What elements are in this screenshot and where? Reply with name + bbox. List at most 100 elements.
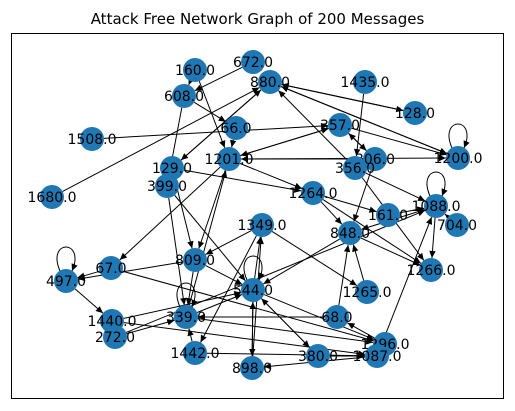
edge-arrowhead: [194, 84, 203, 91]
edge-n1296-n68: [347, 322, 375, 339]
node-n66: 66.0: [220, 116, 252, 140]
node-circle: [174, 305, 198, 329]
node-label: 67.0: [95, 261, 126, 277]
node-label: 272.0: [95, 330, 135, 346]
node-circle: [424, 194, 448, 218]
edge-arrowhead: [205, 248, 214, 255]
node-circle: [183, 341, 207, 365]
edge-line: [194, 66, 243, 92]
edge-line: [380, 216, 433, 346]
edge-n68-n339: [198, 313, 325, 321]
node-circle: [446, 146, 470, 170]
node-label: 1264.0: [289, 186, 338, 202]
self-loop-path: [426, 171, 446, 197]
node-label: 1265.0: [343, 285, 392, 301]
node-label: 129.0: [152, 161, 192, 177]
self-loop-arrowhead: [441, 188, 448, 196]
node-label: 1200.0: [434, 151, 483, 167]
node-circle: [183, 248, 207, 272]
edge-line: [198, 170, 226, 249]
self-loop-arrowhead: [71, 263, 78, 271]
node-circle: [80, 127, 104, 151]
edge-arrowhead: [198, 240, 205, 249]
node-n160: 160.0: [175, 58, 215, 82]
edge-arrowhead: [187, 240, 194, 249]
node-label: 1508.0: [68, 132, 117, 148]
node-n1442: 1442.0: [171, 341, 220, 365]
node-n1508: 1508.0: [68, 127, 117, 151]
edge-n848-n1266: [360, 237, 421, 266]
edge-line: [103, 125, 329, 139]
node-n357: 357.0: [320, 113, 360, 137]
edge-n809-n339: [185, 271, 194, 306]
edge-line: [322, 199, 422, 264]
edge-arrowhead: [320, 122, 329, 130]
edge-arrowhead: [187, 328, 194, 337]
node-label: 1349.0: [238, 218, 287, 234]
edge-line: [119, 166, 221, 261]
edge-arrowhead: [417, 252, 424, 261]
node-circle: [258, 70, 282, 94]
edge-arrowhead: [218, 115, 226, 122]
edge-line: [280, 86, 448, 154]
edge-line: [126, 319, 175, 335]
edge-arrowhead: [354, 148, 361, 157]
edge-n1349-n1442: [200, 235, 257, 343]
edge-n898-n544: [249, 301, 256, 357]
node-circle: [241, 278, 265, 302]
node-label: 357.0: [320, 118, 360, 134]
edge-arrowhead: [256, 236, 263, 245]
edge-arrowhead: [343, 244, 351, 253]
edge-arrowhead: [234, 278, 243, 285]
node-label: 1201.0: [205, 152, 254, 168]
edge-n1201-n67: [119, 166, 221, 261]
node-n68: 68.0: [321, 305, 353, 329]
self-loop-arrowhead: [463, 140, 470, 148]
node-n497: 497.0: [46, 269, 86, 293]
node-label: 880.0: [250, 75, 290, 91]
node-label: 898.0: [232, 361, 272, 377]
node-label: 1680.0: [28, 190, 77, 206]
node-circle: [301, 181, 325, 205]
edge-line: [278, 90, 347, 160]
edge-arrowhead: [241, 155, 248, 163]
node-label: 128.0: [395, 106, 435, 122]
edge-n1264-n1266: [322, 199, 422, 264]
edge-n1201-n1264: [239, 163, 303, 189]
edge-line: [62, 87, 260, 192]
edge-arrowhead: [320, 127, 329, 134]
node-label: 339.0: [166, 310, 206, 326]
node-n809: 809.0: [175, 248, 215, 272]
self-loop-path: [448, 123, 468, 149]
edge-n306-n357: [348, 133, 367, 151]
edge-arrowhead: [198, 313, 205, 321]
edge-arrowhead: [263, 277, 272, 284]
edge-arrowhead: [278, 90, 286, 98]
edge-arrowhead: [438, 149, 447, 156]
edge-line: [324, 195, 377, 213]
edge-line: [122, 270, 374, 342]
edges-layer: [56, 66, 470, 370]
node-label: 1088.0: [412, 199, 461, 215]
edge-arrowhead: [334, 216, 342, 225]
edge-line: [281, 84, 404, 111]
edge-line: [168, 197, 185, 306]
edge-n399-n544: [174, 194, 246, 282]
node-circle: [172, 84, 196, 108]
edge-arrowhead: [365, 335, 374, 343]
edge-arrowhead: [438, 154, 447, 162]
node-n339: 339.0: [166, 305, 206, 329]
nodes-layer: 160.0 672.0 880.0 608.0 1435.0 128.0 1508.0 66.…: [28, 50, 483, 380]
edge-arrowhead: [281, 82, 290, 90]
edge-line: [197, 318, 374, 343]
edge-line: [196, 294, 243, 313]
node-label: 399.0: [147, 179, 187, 195]
edge-line: [205, 230, 252, 255]
edge-arrowhead: [238, 273, 246, 281]
edge-n1442-n339: [187, 328, 194, 342]
node-label: 160.0: [175, 63, 215, 79]
node-circle: [325, 305, 349, 329]
node-n704: 704.0: [437, 213, 477, 237]
node-circle: [160, 156, 184, 180]
edge-line: [240, 128, 329, 156]
